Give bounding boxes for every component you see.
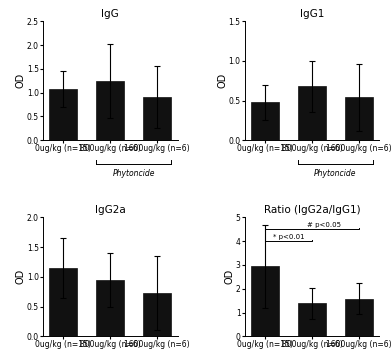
- Text: Phytoncide: Phytoncide: [314, 169, 357, 178]
- Bar: [49, 89, 77, 140]
- Y-axis label: OD: OD: [217, 73, 227, 88]
- Title: IgG1: IgG1: [300, 9, 324, 19]
- Bar: [345, 97, 373, 140]
- Bar: [49, 268, 77, 336]
- Title: Ratio (IgG2a/IgG1): Ratio (IgG2a/IgG1): [264, 205, 361, 215]
- Bar: [143, 293, 171, 336]
- Text: # p<0.05: # p<0.05: [307, 222, 341, 228]
- Bar: [251, 266, 279, 336]
- Bar: [96, 280, 124, 336]
- Bar: [298, 303, 326, 336]
- Y-axis label: OD: OD: [15, 73, 25, 88]
- Title: IgG: IgG: [101, 9, 119, 19]
- Bar: [298, 86, 326, 140]
- Y-axis label: OD: OD: [224, 269, 234, 285]
- Bar: [143, 97, 171, 140]
- Bar: [345, 299, 373, 336]
- Bar: [251, 102, 279, 140]
- Y-axis label: OD: OD: [15, 269, 25, 285]
- Title: IgG2a: IgG2a: [95, 205, 126, 215]
- Bar: [96, 81, 124, 140]
- Text: Phytoncide: Phytoncide: [113, 169, 155, 178]
- Text: * p<0.01: * p<0.01: [273, 234, 304, 240]
